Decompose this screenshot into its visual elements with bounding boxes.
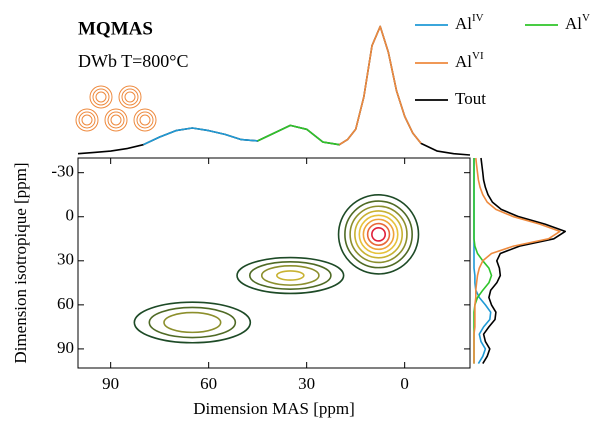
contour <box>358 214 399 255</box>
contour <box>163 311 222 334</box>
projection-line <box>77 25 471 156</box>
legend-label: AlIV <box>455 12 484 33</box>
x-tick-label: 90 <box>102 374 119 393</box>
contour <box>371 226 387 242</box>
projection-line <box>257 124 340 146</box>
chart-subtitle: DWb T=800°C <box>78 51 189 71</box>
x-tick-label: 0 <box>400 374 409 393</box>
x-tick-label: 30 <box>298 374 315 393</box>
legend-sup: VI <box>472 50 484 62</box>
contour <box>362 218 395 251</box>
y-tick-label: 60 <box>57 294 74 313</box>
contour <box>366 222 391 246</box>
x-axis-label: Dimension MAS [ppm] <box>193 399 355 418</box>
contour <box>148 306 237 339</box>
contour <box>349 205 408 264</box>
contour <box>344 200 413 269</box>
y-tick-label: 30 <box>57 250 74 269</box>
projection-line <box>480 157 566 365</box>
contour <box>260 265 320 286</box>
legend-label: AlVI <box>455 50 484 71</box>
y-tick-label: 90 <box>57 338 74 357</box>
contour <box>236 256 345 295</box>
legend-sup: IV <box>472 12 484 24</box>
y-axis-label: Dimension isotropique [ppm] <box>11 162 30 363</box>
contour <box>354 210 404 259</box>
legend-name: Tout <box>455 89 486 108</box>
x-tick-label: 60 <box>200 374 217 393</box>
chart-title: MQMAS <box>78 18 153 39</box>
legend-name: Al <box>455 52 472 71</box>
y-tick-label: -30 <box>51 162 74 181</box>
contour <box>133 301 252 344</box>
contour <box>337 194 420 275</box>
contour <box>248 261 332 290</box>
y-tick-label: 0 <box>66 206 75 225</box>
projection-line <box>142 127 258 146</box>
legend-name: Al <box>565 14 582 33</box>
contour <box>276 270 305 281</box>
legend-label: AlV <box>565 12 590 33</box>
contours <box>133 194 420 344</box>
legend-label: Tout <box>455 89 486 108</box>
projection-line <box>338 25 422 146</box>
legend-sup: V <box>582 12 590 24</box>
sample-icon <box>75 85 157 132</box>
plot-frame <box>77 157 471 369</box>
projection-line <box>473 157 561 364</box>
legend-name: Al <box>455 14 472 33</box>
